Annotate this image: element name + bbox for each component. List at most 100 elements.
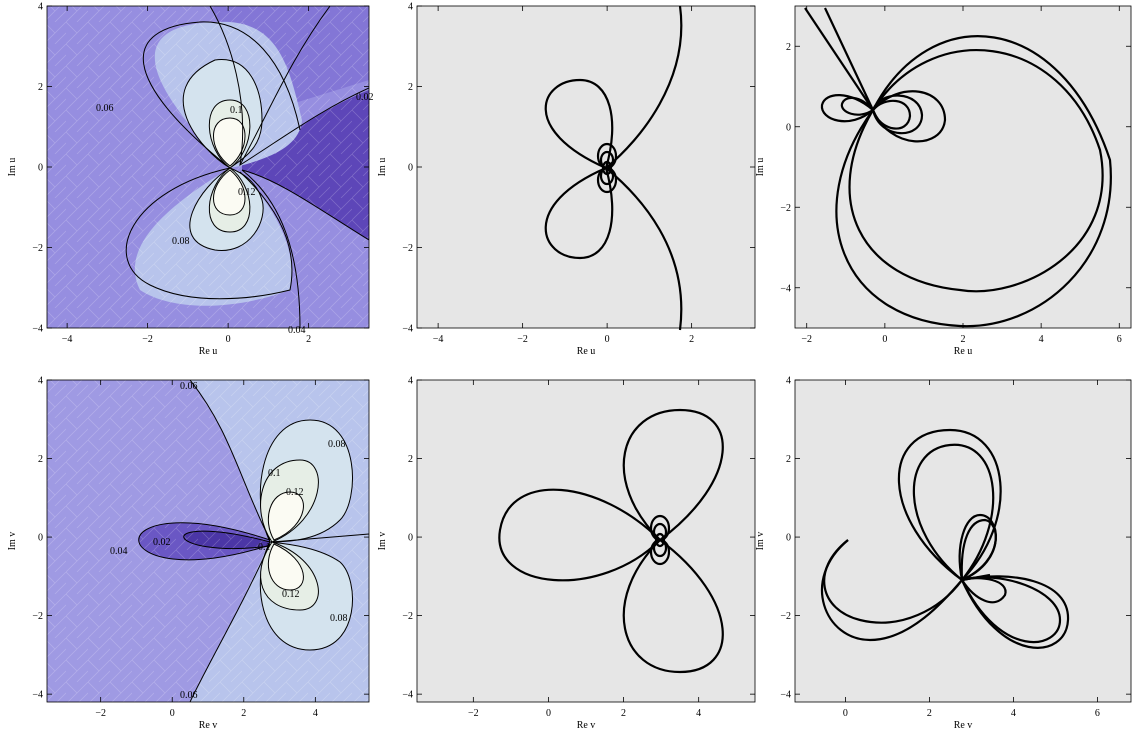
x-tick-label: 0	[843, 708, 848, 719]
contour-line-0.06-lower	[189, 543, 271, 702]
x-tick-label: 6	[1095, 708, 1100, 719]
curve-family	[820, 428, 1070, 649]
contour-line-0.12-lower	[267, 543, 304, 591]
x-tick-label: 4	[313, 708, 318, 719]
x-tick-label: −2	[142, 334, 153, 345]
contour-label: 0.04	[110, 546, 128, 557]
medium-loop	[871, 90, 947, 143]
branch-lower	[605, 167, 683, 331]
y-tick-label: 2	[408, 454, 413, 465]
x-tick-label: 4	[1039, 334, 1044, 345]
contour-label: 0.1	[258, 542, 271, 553]
y-tick-label: 2	[38, 454, 43, 465]
curve-plot-v-2	[794, 379, 1132, 703]
y-axis-label: Im v	[755, 532, 766, 551]
curve-family	[804, 7, 1112, 328]
x-axis-label: Re u	[199, 346, 218, 357]
contour-label: 0.08	[330, 613, 348, 624]
y-axis-label: Im u	[7, 158, 18, 177]
lobe-lower	[622, 539, 724, 674]
contour-label: 0.06	[180, 381, 198, 392]
plot-frame	[46, 379, 370, 703]
contour-line-0.06-upper	[142, 21, 301, 169]
y-axis-label: Im u	[377, 158, 388, 177]
y-tick-label: −4	[780, 690, 791, 701]
x-tick-label: 6	[1117, 334, 1122, 345]
loop	[599, 166, 615, 186]
curve-plot-u-2	[794, 5, 1132, 329]
contour-plot-u: 0.06 0.1 0.02 0.12 0.08 0.04	[46, 5, 374, 336]
loop	[601, 160, 613, 176]
y-axis-label: Im v	[7, 532, 18, 551]
y-tick-label: 4	[38, 376, 43, 387]
axes-layer: −4 −2 0 2 −4 −2 0 2 4 Re u Im u −4 −2 0 2 −4 −2 0 2 4 Re u Im…	[7, 2, 1131, 731]
loop	[652, 538, 668, 558]
contour-line-right	[271, 533, 369, 543]
contour-plot-v: 0.06 0.08 0.1 0.12 0.04 0.02 0.1 0.12 0.…	[46, 379, 370, 703]
plot-frame	[794, 379, 1132, 703]
lobe-lower	[544, 166, 614, 260]
x-tick-label: −4	[62, 334, 73, 345]
y-tick-label: 4	[786, 376, 791, 387]
y-tick-label: 4	[408, 2, 413, 13]
contour-label: 0.08	[172, 236, 190, 247]
y-tick-label: −4	[32, 690, 43, 701]
x-tick-label: 0	[226, 334, 231, 345]
y-tick-label: 2	[408, 82, 413, 93]
y-axis-label: Im u	[755, 158, 766, 177]
y-tick-label: 0	[38, 533, 43, 544]
y-tick-label: −2	[402, 243, 413, 254]
y-tick-label: −2	[780, 611, 791, 622]
upper-loop	[897, 428, 1002, 581]
large-loop	[835, 35, 1112, 328]
contour-label: 0.06	[180, 690, 198, 701]
contour-label: 0.06	[96, 103, 114, 114]
curve-family	[544, 5, 683, 331]
right-loop	[960, 575, 1070, 649]
contour-label: 0.1	[268, 468, 281, 479]
x-tick-label: 2	[927, 708, 932, 719]
contour-labels: 0.06 0.1 0.02 0.12 0.08 0.04	[96, 92, 374, 336]
contour-line-0.04-lower	[241, 169, 301, 328]
contour-label: 0.1	[230, 105, 243, 116]
branch-upper	[605, 5, 683, 169]
contour-label: 0.12	[286, 487, 304, 498]
y-tick-label: −4	[780, 283, 791, 294]
y-tick-label: 2	[786, 454, 791, 465]
contour-line-0.06-lower	[125, 167, 293, 300]
x-tick-label: 2	[689, 334, 694, 345]
x-axis-label: Re v	[199, 720, 218, 731]
contour-label: 0.04	[288, 325, 306, 336]
contour-label: 0.02	[356, 92, 374, 103]
large-loop	[848, 49, 1104, 293]
contour-line-0.02-lower	[241, 169, 369, 241]
plot-area	[417, 6, 755, 328]
contour-line-0.12-lower	[213, 169, 246, 216]
y-tick-label: −2	[402, 611, 413, 622]
plot-area	[417, 380, 755, 702]
x-tick-label: −2	[95, 708, 106, 719]
contour-label: 0.12	[282, 589, 300, 600]
x-tick-label: 2	[621, 708, 626, 719]
y-tick-label: −2	[32, 611, 43, 622]
inner-loop	[961, 577, 1007, 604]
medium-loop	[871, 99, 912, 130]
y-axis-label: Im v	[377, 532, 388, 551]
right-loop	[961, 576, 1062, 644]
lobe-upper	[622, 408, 724, 541]
contour-label: 0.02	[153, 537, 171, 548]
x-tick-label: 4	[1011, 708, 1016, 719]
y-tick-label: −2	[32, 243, 43, 254]
x-tick-label: −2	[517, 334, 528, 345]
contour-line-0.04	[138, 522, 271, 561]
plot-frame	[416, 379, 756, 703]
plot-area	[795, 380, 1131, 702]
contour-line-0.06-upper	[189, 380, 271, 541]
contour-labels: 0.06 0.08 0.1 0.12 0.04 0.02 0.1 0.12 0.…	[110, 381, 348, 701]
x-axis-label: Re v	[577, 720, 596, 731]
tail-curve	[820, 539, 963, 642]
x-tick-label: 0	[546, 708, 551, 719]
x-axis-label: Re v	[954, 720, 973, 731]
y-tick-label: −2	[780, 203, 791, 214]
